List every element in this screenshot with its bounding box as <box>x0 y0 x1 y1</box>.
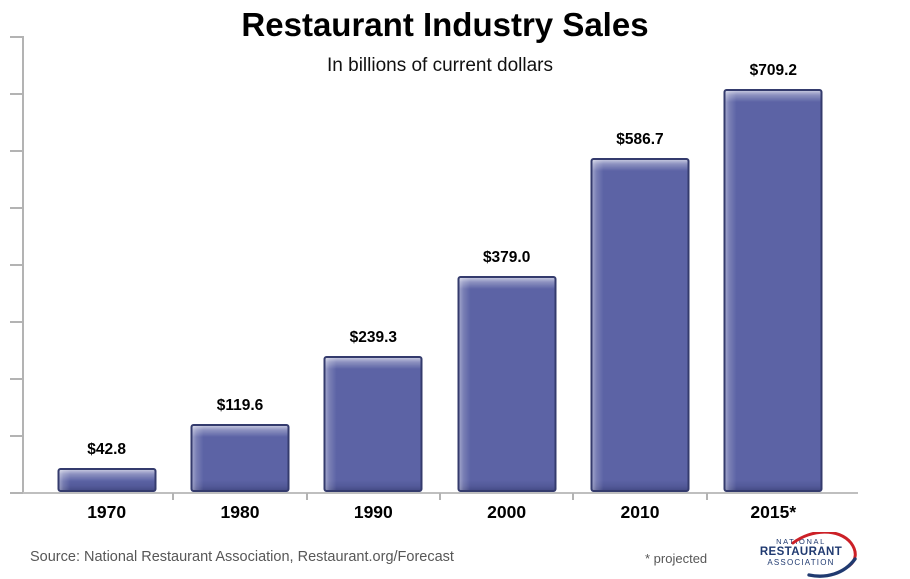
y-tick <box>10 378 23 380</box>
y-tick <box>10 264 23 266</box>
logo-navy-swoosh <box>807 557 857 578</box>
bar-slot-1980: $119.6 <box>173 37 306 492</box>
y-tick <box>10 150 23 152</box>
logo-red-arc <box>791 532 857 568</box>
bar-1980 <box>190 424 290 492</box>
x-axis-label-2015*: 2015* <box>750 502 797 522</box>
bar-value-label-2010: $586.7 <box>616 131 664 149</box>
x-axis-labels: 1970 1980 1990 2000 2010 2015* <box>40 502 840 523</box>
nra-logo-text: NATIONAL RESTAURANT ASSOCIATION <box>745 538 857 567</box>
nra-logo-arcs <box>791 532 857 578</box>
bar-value-label-1990: $239.3 <box>349 328 398 346</box>
x-axis-label-1980: 1980 <box>220 502 260 522</box>
nra-logo: NATIONAL RESTAURANT ASSOCIATION <box>737 532 867 578</box>
x-axis-label-2000: 2000 <box>487 502 527 522</box>
nra-logo-line3: ASSOCIATION <box>767 558 835 567</box>
bar-value-label-1980: $119.6 <box>216 397 264 414</box>
y-tick <box>10 93 23 95</box>
x-axis-label-1970: 1970 <box>87 502 127 522</box>
bar-2015* <box>723 88 823 492</box>
x-tick <box>705 493 708 500</box>
y-tick <box>10 435 23 437</box>
bar-1990 <box>323 355 423 492</box>
x-tick <box>172 493 175 500</box>
y-axis-line <box>22 36 24 493</box>
bar-value-label-2000: $379.0 <box>482 249 531 267</box>
nra-logo-line1: NATIONAL <box>776 537 826 546</box>
projected-note: * projected <box>645 551 708 566</box>
bar-slot-1970: $42.8 <box>40 37 173 492</box>
nra-logo-line2: RESTAURANT <box>759 545 843 558</box>
bar-2000 <box>457 276 557 492</box>
bar-2010 <box>590 158 690 492</box>
bar-slot-2015*: $709.2 <box>707 37 840 492</box>
bar-1970 <box>57 467 157 492</box>
x-axis-line <box>10 492 858 494</box>
source-text: Source: National Restaurant Association,… <box>30 549 454 565</box>
y-tick <box>10 492 23 494</box>
bar-slot-2010: $586.7 <box>573 37 706 492</box>
bar-slot-2000: $379.0 <box>440 37 573 492</box>
x-tick <box>439 493 441 500</box>
x-axis-label-2010: 2010 <box>620 502 660 522</box>
y-tick <box>10 36 23 38</box>
x-tick <box>305 493 308 500</box>
bar-value-label-2015*: $709.2 <box>749 61 798 79</box>
bars-row: $42.8 $119.6 $239.3 $379.0 $586.7 $709.2 <box>40 37 840 492</box>
bar-slot-1990: $239.3 <box>307 37 440 492</box>
y-tick <box>10 321 23 323</box>
y-tick <box>10 207 23 209</box>
x-tick <box>572 493 575 500</box>
chart-title: Restaurant Industry Sales <box>241 6 649 43</box>
chart-subtitle: In billions of current dollars <box>327 55 553 76</box>
x-axis-label-1990: 1990 <box>353 502 393 522</box>
bar-value-label-1970: $42.8 <box>87 440 127 458</box>
